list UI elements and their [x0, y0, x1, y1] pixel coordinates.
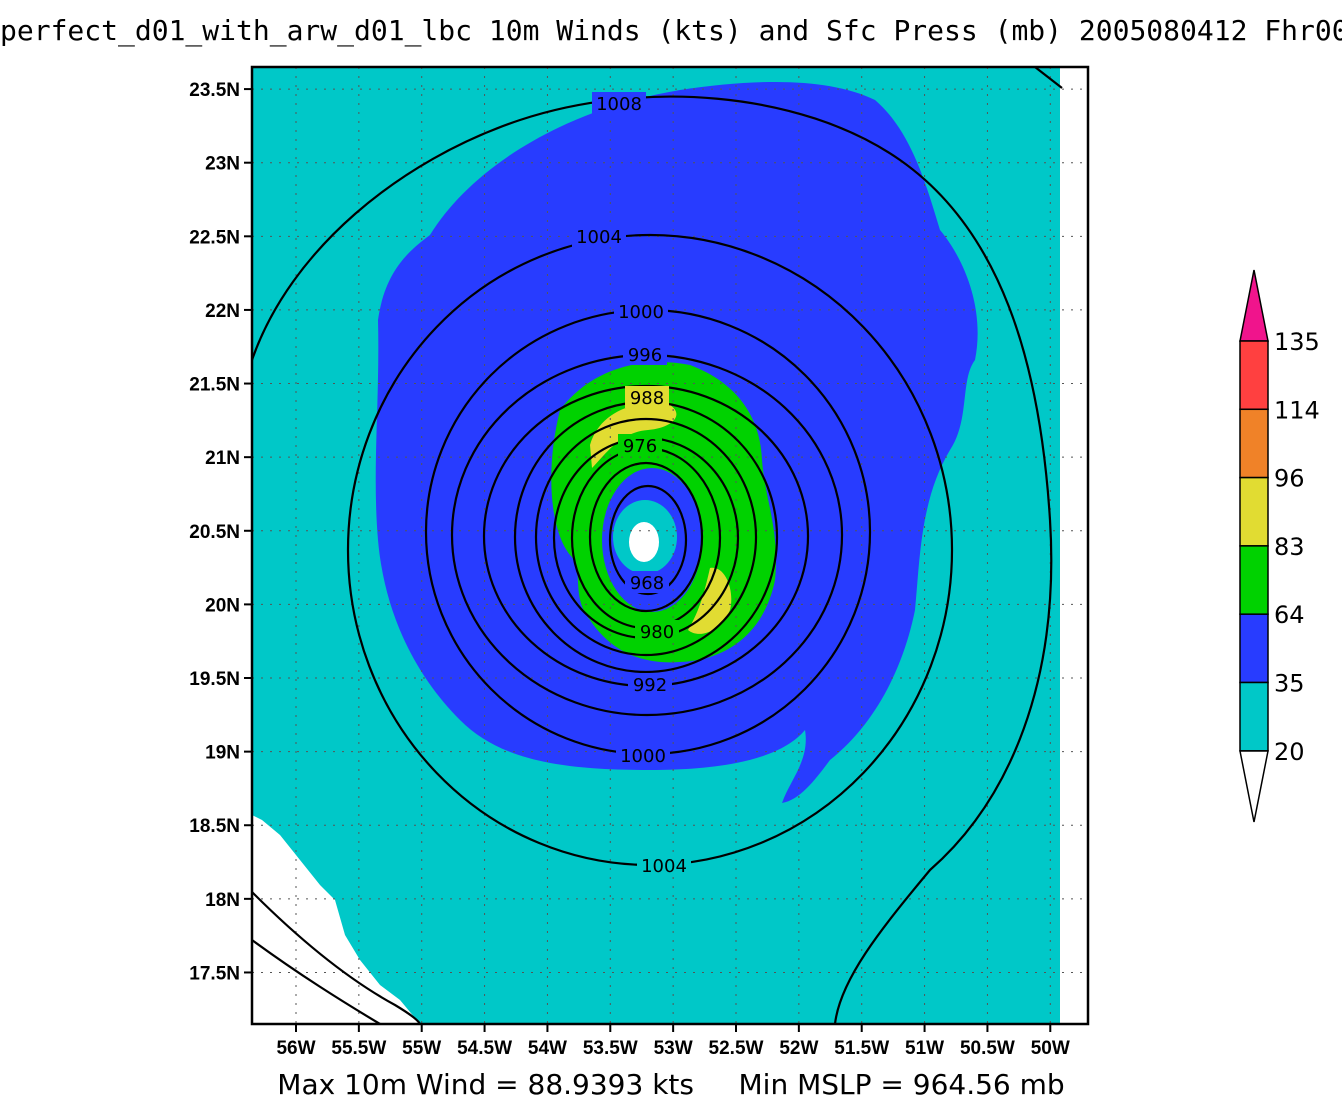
lat-tick-label: 22N — [205, 301, 240, 322]
isobar-labels: 1008 1004 1000 996 988 976 968 980 992 1… — [572, 92, 691, 877]
plot-frame — [250, 65, 1090, 1026]
isobar-1004-outer — [252, 95, 1053, 1024]
lat-tick-label: 17.5N — [189, 963, 240, 984]
wind-field-83-96-south — [688, 567, 732, 634]
isobar-label: 1008 — [596, 94, 642, 115]
colorbar-box — [1239, 613, 1269, 684]
latitude-axis: 23.5N 23N 22.5N 22N 21.5N 21N 20.5N 20N 19.5N 19N… — [189, 80, 252, 984]
isobar-1008-sw — [252, 939, 381, 1024]
colorbar-box — [1239, 340, 1269, 411]
min-mslp-readout: Min MSLP = 964.56 mb — [738, 1068, 1065, 1101]
colorbar-label: 96 — [1274, 465, 1305, 493]
isobar-label: 988 — [630, 388, 664, 409]
lat-tick-label: 19.5N — [189, 669, 240, 690]
isobar-label: 1000 — [618, 302, 664, 323]
lat-tick-label: 23.5N — [189, 80, 240, 101]
lat-tick-label: 23N — [205, 154, 240, 175]
lon-tick-label: 55W — [402, 1038, 441, 1059]
colorbar-box — [1239, 476, 1269, 547]
lat-tick-label: 21N — [205, 448, 240, 469]
lon-tick-label: 56W — [276, 1038, 315, 1059]
colorbar-label: 114 — [1274, 396, 1320, 424]
isobar-label: 980 — [640, 622, 674, 643]
longitude-axis: 56W 55.5W 55W 54.5W 54W 53.5W 53W 52.5W 52W 51.5W… — [276, 1024, 1070, 1059]
plot-title: perfect_d01_with_arw_d01_lbc 10m Winds (… — [0, 14, 1342, 47]
lon-tick-label: 50W — [1031, 1038, 1070, 1059]
isobar-label: 968 — [630, 573, 664, 594]
isobar-968 — [608, 484, 688, 596]
colorbar-box — [1239, 545, 1269, 615]
lon-tick-label: 51.5W — [834, 1038, 889, 1059]
isobar-label: 996 — [628, 345, 662, 366]
isobar-1008-ne — [1034, 67, 1063, 89]
colorbar-arrow-bottom — [1239, 750, 1269, 823]
colorbar-label: 83 — [1274, 533, 1305, 561]
colorbar-label: 20 — [1274, 738, 1305, 766]
lat-tick-label: 20N — [205, 595, 240, 616]
isobar-972 — [588, 461, 704, 613]
lon-tick-label: 50.5W — [960, 1038, 1015, 1059]
colorbar-label: 35 — [1274, 670, 1305, 698]
lon-tick-label: 54W — [528, 1038, 567, 1059]
colorbar-arrow-top — [1239, 269, 1269, 342]
lat-tick-label: 18N — [205, 890, 240, 911]
lon-tick-label: 52W — [779, 1038, 818, 1059]
eye-calm — [629, 522, 659, 562]
lon-tick-label: 54.5W — [457, 1038, 512, 1059]
lon-tick-label: 55.5W — [331, 1038, 386, 1059]
lon-tick-label: 53W — [654, 1038, 693, 1059]
isobar-label: 1004 — [576, 227, 622, 248]
lat-tick-label: 19N — [205, 743, 240, 764]
colorbar-box — [1239, 681, 1269, 752]
max-wind-readout: Max 10m Wind = 88.9393 kts — [277, 1068, 694, 1101]
isobar-984 — [534, 417, 758, 657]
colorbar-label: 64 — [1274, 601, 1305, 629]
colorbar-label: 135 — [1274, 328, 1320, 356]
colorbar-box — [1239, 408, 1269, 479]
lat-tick-label: 18.5N — [189, 816, 240, 837]
isobar-1004-sw — [252, 891, 421, 1024]
footer-stats: Max 10m Wind = 88.9393 kts Min MSLP = 96… — [0, 1068, 1342, 1101]
wind-field-below-20-sw — [252, 815, 420, 1024]
lon-tick-label: 53.5W — [583, 1038, 638, 1059]
lat-tick-label: 21.5N — [189, 375, 240, 396]
isobar-label: 976 — [623, 436, 657, 457]
lat-tick-label: 22.5N — [189, 227, 240, 248]
isobar-label: 1004 — [641, 856, 687, 877]
colorbar: 135 114 96 83 64 35 20 — [1239, 269, 1320, 823]
lon-tick-label: 51W — [905, 1038, 944, 1059]
isobar-label: 1000 — [620, 746, 666, 767]
lat-tick-label: 20.5N — [189, 522, 240, 543]
no-data-strip-right — [1060, 67, 1088, 1024]
isobar-label: 992 — [633, 675, 667, 696]
lon-tick-label: 52.5W — [709, 1038, 764, 1059]
